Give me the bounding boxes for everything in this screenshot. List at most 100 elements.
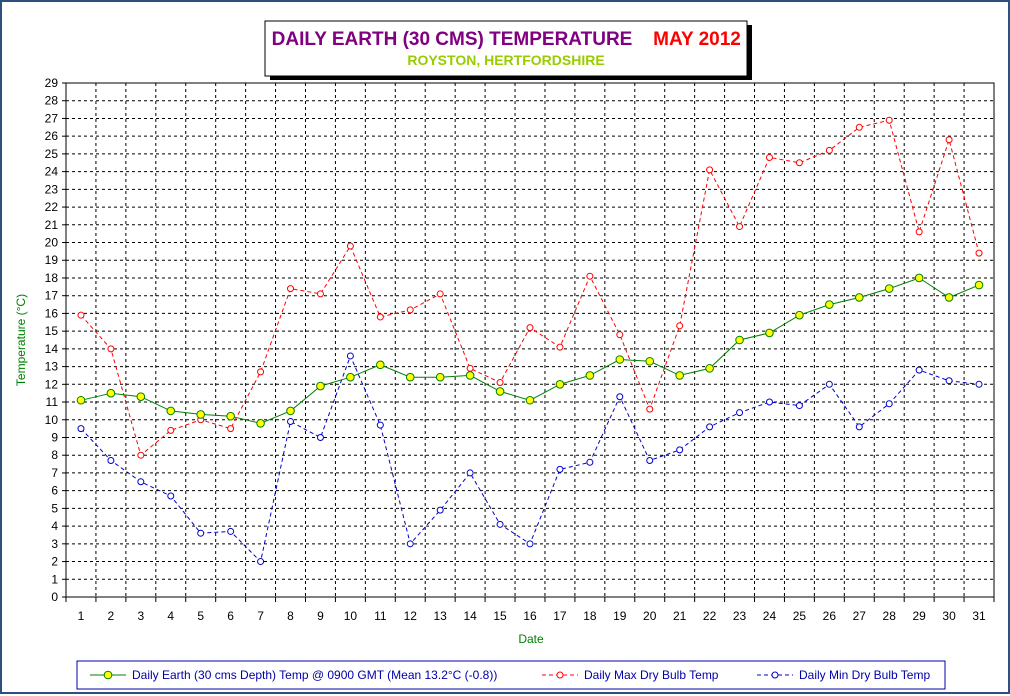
data-point (286, 406, 295, 416)
legend-box (76, 660, 946, 690)
y-tick-label: 6 (51, 484, 58, 498)
data-point (436, 290, 444, 298)
y-axis-ticks: 0123456789101112131415161718192021222324… (45, 76, 66, 604)
data-point (495, 387, 505, 396)
data-point (257, 558, 265, 566)
data-point (496, 520, 504, 528)
data-point (226, 411, 235, 421)
y-tick-label: 3 (51, 537, 58, 551)
y-tick-label: 0 (51, 590, 58, 604)
data-point (765, 153, 773, 161)
data-point (136, 392, 146, 402)
data-point (825, 146, 833, 154)
data-point (795, 310, 804, 320)
data-point (346, 242, 354, 250)
x-tick-label: 15 (493, 609, 507, 623)
legend-label: Daily Max Dry Bulb Temp (584, 668, 719, 682)
legend: Daily Earth (30 cms Depth) Temp @ 0900 G… (76, 660, 946, 690)
data-point (615, 355, 625, 364)
data-point (436, 506, 444, 514)
data-point (316, 381, 325, 391)
x-tick-label: 16 (523, 609, 537, 623)
data-point (526, 540, 534, 548)
data-point (106, 388, 116, 398)
legend-swatch-marker (103, 670, 113, 680)
x-tick-label: 27 (853, 609, 867, 623)
data-point (885, 400, 893, 408)
data-point (825, 300, 834, 309)
x-tick-label: 31 (972, 609, 986, 623)
x-tick-label: 7 (257, 609, 264, 623)
data-point (376, 360, 385, 370)
x-tick-label: 23 (733, 609, 747, 623)
y-tick-label: 29 (45, 76, 59, 90)
x-tick-label: 25 (793, 609, 807, 623)
series-2 (77, 116, 983, 459)
plot-border (65, 82, 995, 598)
x-tick-label: 8 (287, 609, 294, 623)
data-point (346, 372, 355, 382)
x-tick-label: 26 (823, 609, 837, 623)
data-point (107, 345, 115, 353)
data-point (196, 410, 206, 419)
chart-title-date: MAY 2012 (653, 29, 741, 50)
x-tick-label: 19 (613, 609, 627, 623)
x-tick-label: 14 (463, 609, 477, 623)
data-point (376, 313, 384, 321)
data-point (945, 377, 953, 385)
y-tick-label: 26 (45, 129, 59, 143)
data-point (975, 249, 983, 257)
y-tick-label: 10 (45, 413, 59, 427)
x-tick-label: 18 (583, 609, 597, 623)
y-tick-label: 5 (51, 501, 58, 515)
legend-swatch-marker (771, 671, 779, 679)
x-axis-label: Date (518, 632, 544, 646)
x-tick-label: 4 (167, 609, 174, 623)
data-point (885, 116, 893, 124)
data-point (346, 352, 354, 360)
x-tick-label: 10 (344, 609, 358, 623)
x-tick-label: 2 (108, 609, 115, 623)
x-tick-label: 3 (137, 609, 144, 623)
data-point (974, 280, 984, 290)
data-point (166, 406, 176, 416)
data-point (287, 418, 295, 426)
x-tick-label: 12 (404, 609, 418, 623)
y-tick-label: 2 (51, 555, 58, 569)
y-tick-label: 27 (45, 111, 59, 125)
data-point (765, 398, 773, 406)
series-1 (76, 273, 984, 428)
data-point (914, 273, 924, 283)
data-point (77, 311, 85, 319)
x-tick-label: 24 (763, 609, 777, 623)
data-point (586, 458, 594, 466)
data-point (466, 469, 474, 477)
data-point (256, 419, 265, 428)
legend-item-3: Daily Min Dry Bulb Temp (757, 668, 930, 682)
x-tick-label: 11 (374, 609, 387, 623)
y-tick-label: 16 (45, 306, 59, 320)
data-point (646, 405, 654, 413)
data-point (586, 272, 594, 280)
data-point (915, 366, 923, 374)
y-tick-label: 20 (45, 236, 59, 250)
legend-label: Daily Earth (30 cms Depth) Temp @ 0900 G… (132, 668, 497, 682)
legend-items: Daily Earth (30 cms Depth) Temp @ 0900 G… (90, 668, 930, 682)
data-point (287, 285, 295, 293)
chart-subtitle: ROYSTON, HERTFORDSHIRE (407, 52, 604, 68)
y-tick-label: 9 (51, 430, 58, 444)
data-point (616, 331, 624, 339)
title-box (264, 20, 748, 77)
data-point (945, 136, 953, 144)
y-tick-label: 19 (45, 253, 59, 267)
data-point (675, 371, 684, 380)
x-tick-label: 9 (317, 609, 324, 623)
y-tick-label: 24 (45, 165, 59, 179)
data-point (77, 425, 85, 433)
x-tick-label: 1 (78, 609, 85, 623)
data-point (765, 328, 774, 338)
data-point (405, 372, 415, 382)
data-point (316, 433, 324, 441)
data-point (915, 228, 923, 236)
